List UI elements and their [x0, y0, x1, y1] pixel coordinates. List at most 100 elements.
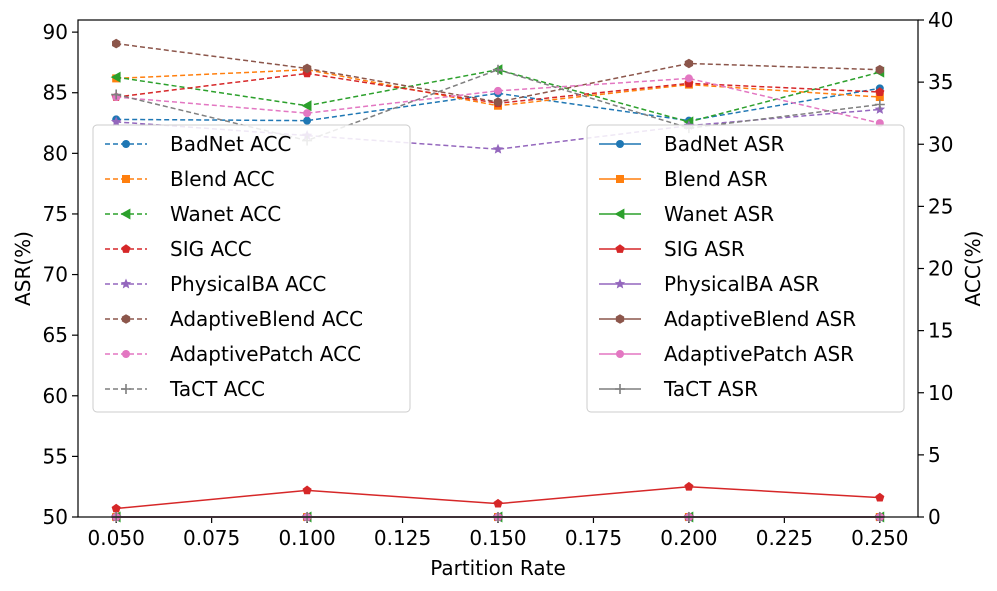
data-point — [111, 89, 122, 100]
legend-asr: BadNet ASR Blend ASR Wanet ASR SIG ASR Physi… — [586, 124, 905, 413]
x-tick-label: 0.200 — [660, 526, 717, 550]
legend-item: SIG ASR — [599, 237, 745, 261]
data-point — [112, 38, 121, 49]
data-point — [875, 492, 885, 502]
legend-label: Wanet ASR — [664, 202, 774, 226]
y-left-tick-label: 90 — [43, 20, 68, 44]
data-point — [110, 116, 122, 127]
legend-label: AdaptiveBlend ASR — [664, 307, 856, 331]
y-left-tick-label: 70 — [43, 263, 68, 287]
legend-marker — [616, 350, 624, 358]
legend-marker — [122, 350, 130, 358]
legend-marker — [614, 208, 625, 220]
legend-marker — [614, 278, 626, 289]
data-point — [493, 498, 503, 508]
y-left-tick-label: 85 — [43, 81, 68, 105]
series-acc-5 — [112, 38, 884, 107]
legend-item: BadNet ASR — [599, 132, 785, 156]
legend-marker — [615, 384, 625, 394]
ticks-layer: 0.050 0.075 0.100 0.125 0.150 0.175 0.200 0.225… — [43, 8, 954, 550]
legend-item: TaCT ACC — [105, 377, 265, 401]
legend-marker — [616, 175, 624, 183]
legend-label: Blend ACC — [170, 167, 275, 191]
y-right-tick-label: 5 — [928, 443, 941, 467]
legend-item: Wanet ACC — [105, 202, 281, 226]
legend-marker — [615, 314, 625, 324]
legend-item: AdaptiveBlend ASR — [599, 307, 856, 331]
legend-label: BadNet ACC — [170, 132, 291, 156]
legend-item: AdaptiveBlend ACC — [105, 307, 363, 331]
legend-item: PhysicalBA ACC — [105, 272, 326, 296]
legend-marker — [120, 208, 131, 220]
y-left-axis-label: ASR(%) — [11, 231, 35, 306]
legend-label: Blend ASR — [664, 167, 768, 191]
legend-label: Wanet ACC — [170, 202, 281, 226]
data-point — [494, 86, 502, 95]
y-right-axis-label: ACC(%) — [961, 231, 985, 307]
data-point — [874, 99, 885, 110]
data-point — [875, 93, 884, 102]
legend-label: TaCT ACC — [169, 377, 265, 401]
x-tick-label: 0.125 — [374, 526, 431, 550]
legend-marker — [121, 384, 131, 394]
legend-item: Blend ASR — [599, 167, 768, 191]
legend-item: AdaptivePatch ASR — [599, 342, 854, 366]
legend-marker — [120, 278, 132, 289]
legend-marker — [615, 244, 625, 253]
legend-item: Wanet ASR — [599, 202, 774, 226]
legend-marker — [122, 175, 130, 183]
y-left-tick-label: 50 — [43, 505, 68, 529]
data-point — [301, 100, 312, 112]
data-point — [303, 109, 312, 118]
x-tick-label: 0.225 — [756, 526, 813, 550]
x-axis-label: Partition Rate — [430, 556, 566, 580]
data-point — [684, 58, 694, 69]
y-right-tick-label: 30 — [928, 132, 953, 156]
legend-marker — [616, 140, 624, 148]
legend-label: SIG ASR — [664, 237, 745, 261]
legend-item: AdaptivePatch ACC — [105, 342, 361, 366]
y-right-tick-label: 25 — [928, 194, 953, 218]
series-acc-6 — [112, 74, 884, 128]
x-tick-label: 0.250 — [851, 526, 908, 550]
series-line — [116, 77, 880, 124]
y-left-tick-label: 80 — [43, 141, 68, 165]
legend-marker — [121, 314, 131, 324]
data-point — [302, 485, 312, 495]
legend-item: SIG ACC — [105, 237, 252, 261]
data-point — [110, 71, 121, 83]
legend-marker — [122, 140, 130, 148]
data-point — [875, 87, 885, 96]
x-tick-label: 0.050 — [88, 526, 145, 550]
y-right-tick-label: 20 — [928, 257, 953, 281]
y-left-tick-label: 75 — [43, 202, 68, 226]
y-left-tick-label: 65 — [43, 323, 68, 347]
data-point — [302, 63, 312, 74]
plot-frame — [77, 19, 919, 518]
legend-acc: BadNet ACC Blend ACC Wanet ACC SIG ACC Physi… — [92, 124, 411, 413]
y-left-tick-label: 55 — [43, 444, 68, 468]
legend-label: PhysicalBA ACC — [170, 272, 326, 296]
data-point — [875, 64, 884, 75]
data-point — [111, 503, 121, 513]
data-point — [493, 97, 503, 107]
legend-label: AdaptiveBlend ACC — [170, 307, 363, 331]
legend-label: PhysicalBA ASR — [664, 272, 819, 296]
legend-item: Blend ACC — [105, 167, 275, 191]
legend-label: AdaptivePatch ASR — [664, 342, 854, 366]
legend-item: TaCT ASR — [599, 377, 758, 401]
y-right-tick-label: 0 — [928, 505, 941, 529]
legend-label: AdaptivePatch ACC — [170, 342, 361, 366]
y-left-tick-label: 60 — [43, 384, 68, 408]
data-point — [303, 116, 312, 125]
series-line — [116, 87, 880, 122]
legend-label: BadNet ASR — [664, 132, 785, 156]
y-right-tick-label: 15 — [928, 319, 953, 343]
data-point — [492, 143, 504, 154]
series-asr-3 — [111, 481, 885, 513]
data-point — [684, 481, 694, 491]
legend-label: SIG ACC — [170, 237, 252, 261]
legend-box — [92, 124, 411, 413]
legend-marker — [121, 244, 131, 253]
